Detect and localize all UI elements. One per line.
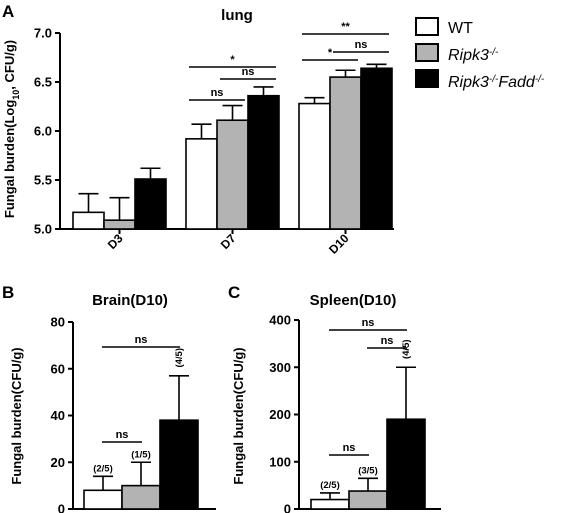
y-tick-label-spleen: 200 bbox=[269, 407, 291, 422]
bar-brain-2 bbox=[159, 419, 199, 510]
bar-lung-d10-0 bbox=[298, 102, 331, 230]
significance-label-lung-5: ns bbox=[355, 39, 368, 51]
bar-lung-d10-1 bbox=[329, 76, 362, 230]
annotation-brain: (1/5) bbox=[131, 449, 151, 460]
legend-swatch-wt bbox=[415, 17, 439, 36]
y-axis-label-brain: Fungal burden(CFU/g) bbox=[9, 347, 24, 484]
chart-brain: 0 20 40 60 80 (2/5) (1/5) (4/5) ns ns bbox=[51, 315, 216, 513]
significance-label-lung-4: * bbox=[328, 47, 333, 59]
y-tick-label-spleen: 400 bbox=[269, 313, 291, 328]
significance-label-brain-0: ns bbox=[135, 334, 148, 346]
legend-swatch-ripk3 bbox=[415, 43, 439, 62]
y-tick-label-lung: 5.5 bbox=[34, 173, 52, 188]
significance-label-spleen-2: ns bbox=[343, 442, 356, 454]
annotation-brain: (2/5) bbox=[93, 463, 113, 474]
bar-lung-d10-2 bbox=[360, 67, 393, 230]
legend-swatch-ripk3-fadd bbox=[415, 69, 439, 88]
y-tick-label-lung: 6.5 bbox=[34, 75, 52, 90]
bar-lung-d7-1 bbox=[216, 119, 249, 230]
annotation-spleen: (3/5) bbox=[358, 465, 378, 476]
panel-letter-b: B bbox=[2, 283, 14, 302]
significance-label-lung-1: ns bbox=[211, 87, 224, 99]
bar-brain-1 bbox=[121, 484, 161, 510]
bar-lung-d3-1 bbox=[103, 219, 136, 230]
y-tick-label-brain: 60 bbox=[51, 361, 65, 376]
bar-spleen-1 bbox=[348, 490, 388, 510]
significance-label-spleen-0: ns bbox=[362, 317, 375, 329]
bar-spleen-0 bbox=[310, 498, 350, 510]
bar-lung-d3-2 bbox=[134, 178, 167, 230]
y-tick-label-spleen: 100 bbox=[269, 454, 291, 469]
y-axis-label-lung: Fungal burden(Log10, CFU/g) bbox=[2, 40, 21, 218]
chart-title-lung: lung bbox=[221, 7, 253, 24]
y-tick-label-lung: 7.0 bbox=[34, 26, 52, 41]
bar-lung-d7-0 bbox=[185, 138, 218, 230]
legend-label-ripk3-fadd: Ripk3-/-Fadd-/- bbox=[448, 74, 545, 92]
panel-letter-a: A bbox=[2, 2, 14, 21]
significance-label-lung-2: ns bbox=[242, 66, 255, 78]
y-tick-label-brain: 0 bbox=[58, 502, 65, 513]
bar-spleen-2 bbox=[386, 418, 426, 510]
y-tick-label-lung: 6.0 bbox=[34, 124, 52, 139]
legend: WT Ripk3-/- Ripk3-/-Fadd-/- bbox=[415, 17, 545, 92]
legend-label-ripk3: Ripk3-/- bbox=[448, 47, 499, 65]
legend-label-wt: WT bbox=[448, 20, 473, 37]
significance-label-spleen-1: ns bbox=[381, 335, 394, 347]
y-tick-label-spleen: 300 bbox=[269, 360, 291, 375]
y-tick-label-lung: 5.0 bbox=[34, 222, 52, 237]
annotation-brain: (4/5) bbox=[174, 348, 185, 368]
chart-title-spleen: Spleen(D10) bbox=[310, 292, 397, 309]
chart-title-brain: Brain(D10) bbox=[92, 292, 168, 309]
y-axis-label-spleen: Fungal burden(CFU/g) bbox=[231, 347, 246, 484]
bar-lung-d7-2 bbox=[247, 94, 280, 230]
significance-label-brain-1: ns bbox=[116, 429, 129, 441]
y-tick-label-brain: 80 bbox=[51, 315, 65, 330]
significance-label-lung-0: * bbox=[230, 54, 235, 66]
annotation-spleen: (4/5) bbox=[401, 339, 412, 359]
bar-brain-0 bbox=[83, 489, 123, 510]
bar-lung-d3-0 bbox=[72, 211, 105, 230]
significance-label-lung-3: ** bbox=[341, 21, 350, 33]
y-tick-label-spleen: 0 bbox=[284, 502, 291, 513]
panel-letter-c: C bbox=[228, 283, 240, 302]
y-tick-label-brain: 20 bbox=[51, 455, 65, 470]
annotation-spleen: (2/5) bbox=[320, 480, 340, 491]
y-tick-label-brain: 40 bbox=[51, 408, 65, 423]
